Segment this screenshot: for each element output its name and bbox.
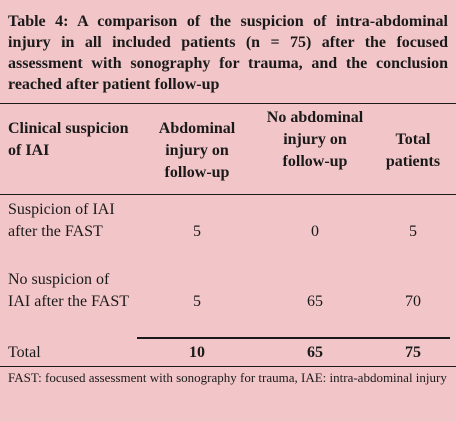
header-no-abdominal-injury: No abdominal injury on follow-up — [266, 109, 364, 170]
total-no-abdominal-injury: 65 — [307, 344, 323, 361]
caption-rule — [0, 103, 456, 104]
total-rule — [137, 337, 450, 339]
header-abdominal-injury: Abdominal injury on follow-up — [158, 120, 236, 181]
row1-no-abdominal-injury: 0 — [311, 223, 319, 240]
row1-total: 5 — [409, 223, 417, 240]
table-caption: Table 4: A comparison of the suspicion o… — [8, 13, 448, 93]
row2-total: 70 — [405, 293, 421, 310]
header-total-patients: Total patients — [385, 131, 441, 170]
total-label: Total — [8, 344, 41, 361]
total-abdominal-injury: 10 — [189, 344, 205, 361]
row1-abdominal-injury: 5 — [193, 223, 201, 240]
total-total: 75 — [405, 344, 421, 361]
header-clinical-suspicion: Clinical suspicion of IAI — [8, 120, 129, 159]
row-label-suspicion: Suspicion of IAI after the FAST — [8, 201, 115, 240]
bottom-rule — [0, 366, 456, 367]
row-label-no-suspicion: No suspicion of IAI after the FAST — [8, 271, 129, 310]
row2-abdominal-injury: 5 — [193, 293, 201, 310]
row2-no-abdominal-injury: 65 — [307, 293, 323, 310]
table-footnote: FAST: focused assessment with sonography… — [8, 370, 447, 385]
header-rule — [0, 194, 456, 195]
